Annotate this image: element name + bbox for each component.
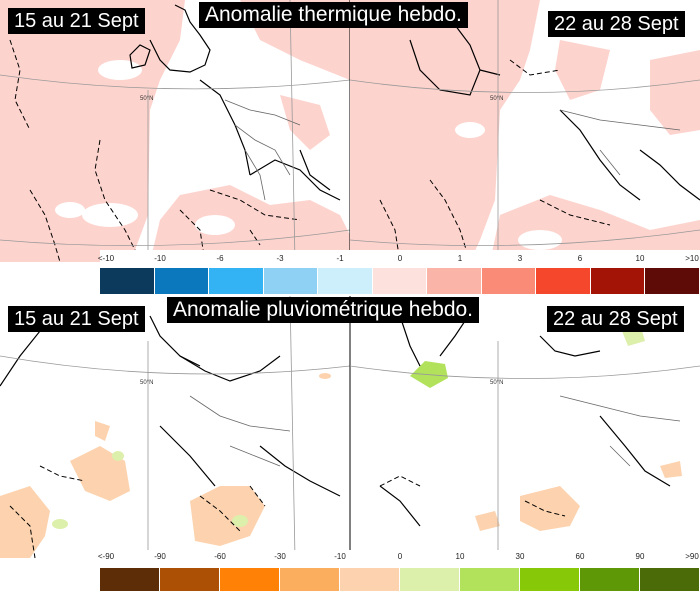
temperature-anomaly-panel: 50°N [0, 0, 700, 295]
dry-anomaly-brittany [95, 421, 110, 441]
precipitation-legend: <-90 -90 -60 -30 -10 0 10 30 60 90 >90 [97, 550, 700, 591]
wet-spot-west [112, 451, 124, 461]
rain-legend-label: 30 [515, 552, 525, 561]
rain-legend-swatch [220, 568, 280, 591]
rain-map-right: 50°N [349, 296, 700, 591]
temp-legend-label: <-10 [97, 254, 115, 263]
rain-legend-label: 0 [397, 552, 403, 561]
rain-legend-label: 90 [635, 552, 645, 561]
warm-anomaly-alps [280, 95, 330, 150]
temp-period-right: 22 au 28 Sept [548, 11, 685, 37]
rain-legend-label: 60 [575, 552, 585, 561]
rain-legend-label: -60 [214, 552, 226, 561]
temp-legend-swatch [263, 268, 319, 294]
rain-legend-swatch [520, 568, 580, 591]
rain-legend-label: >90 [685, 552, 699, 561]
temp-legend-label: -3 [276, 254, 284, 263]
rain-map-left: 50°N [0, 296, 351, 591]
temp-legend-label: 1 [457, 254, 463, 263]
rain-legend-swatch [340, 568, 400, 591]
precipitation-anomaly-panel: 50°N [0, 296, 700, 591]
rain-legend-label: -30 [274, 552, 286, 561]
dry-anomaly-iberia [0, 486, 50, 558]
warm-anomaly-mediterranean [150, 185, 350, 262]
temp-period-left: 15 au 21 Sept [8, 8, 145, 34]
temp-title: Anomalie thermique hebdo. [199, 2, 468, 28]
temp-legend-label: >10 [685, 254, 699, 263]
rain-legend-label: -90 [154, 552, 166, 561]
rain-period-left: 15 au 21 Sept [8, 306, 145, 332]
rain-legend-swatch [280, 568, 340, 591]
temperature-legend: <-10 -10 -6 -3 -1 0 1 3 6 10 >10 [97, 250, 700, 295]
temp-legend-swatch [372, 268, 428, 294]
latitude-label-left: 50°N [140, 96, 153, 102]
rain-legend-swatch [100, 568, 160, 591]
temp-legend-swatch [427, 268, 482, 294]
dry-anomaly-provence [520, 486, 580, 531]
temp-legend-swatch [154, 268, 210, 294]
latitude-label-left: 50°N [140, 380, 153, 386]
temp-legend-label: -6 [216, 254, 224, 263]
temp-legend-label: -10 [154, 254, 166, 263]
wet-spot-iberia [52, 519, 68, 529]
warm-anomaly-atlantic-right [350, 0, 540, 262]
warm-anomaly-north-sea [555, 40, 610, 100]
wet-spot-corsica [232, 515, 248, 527]
temp-legend-swatch [100, 268, 155, 294]
temp-legend-label: 3 [517, 254, 523, 263]
panel-divider [0, 295, 700, 296]
temp-map-right: 50°N [349, 0, 700, 295]
latitude-label-right: 50°N [490, 380, 503, 386]
dry-anomaly-catalonia [475, 511, 500, 531]
temp-legend-label: 0 [397, 254, 403, 263]
rain-period-right: 22 au 28 Sept [547, 306, 684, 332]
rain-legend-swatch [640, 568, 700, 591]
rain-legend-swatch [400, 568, 460, 591]
temp-legend-swatch [590, 268, 646, 294]
dry-anomaly-gulf-lion [190, 486, 265, 546]
rain-legend-swatch [580, 568, 640, 591]
warm-anomaly-east [650, 50, 700, 135]
temp-legend-swatch [645, 268, 700, 294]
temp-legend-swatch [481, 268, 537, 294]
temp-legend-swatch [318, 268, 373, 294]
temp-legend-swatch [536, 268, 591, 294]
temp-legend-swatch [209, 268, 264, 294]
temp-legend-label: -1 [336, 254, 344, 263]
rain-legend-label: -10 [334, 552, 346, 561]
precipitation-anomaly-map: 50°N [0, 296, 700, 591]
rain-legend-swatch [160, 568, 220, 591]
rain-title: Anomalie pluviométrique hebdo. [167, 297, 480, 323]
temp-legend-label: 6 [577, 254, 583, 263]
temp-legend-label: 10 [635, 254, 645, 263]
rain-legend-swatch [460, 568, 520, 591]
rain-legend-label: 10 [455, 552, 465, 561]
latitude-label-right: 50°N [490, 96, 503, 102]
rain-legend-label: <-90 [97, 552, 115, 561]
